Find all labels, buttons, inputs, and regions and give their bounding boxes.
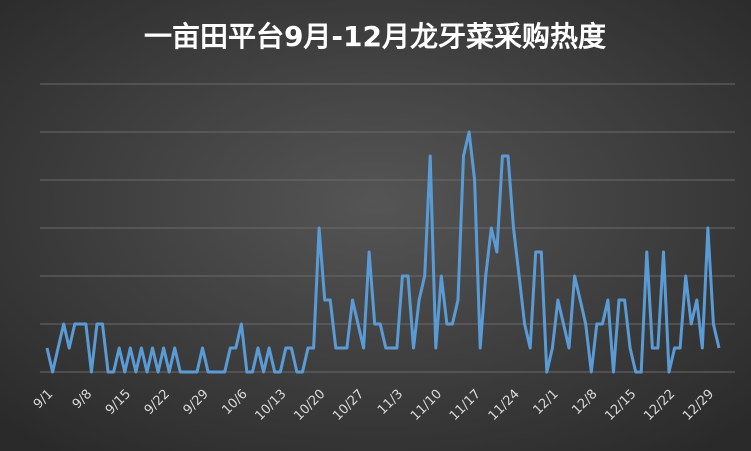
chart-title: 一亩田平台9月-12月龙牙菜采购热度 (144, 20, 606, 53)
data-line (45, 130, 721, 374)
